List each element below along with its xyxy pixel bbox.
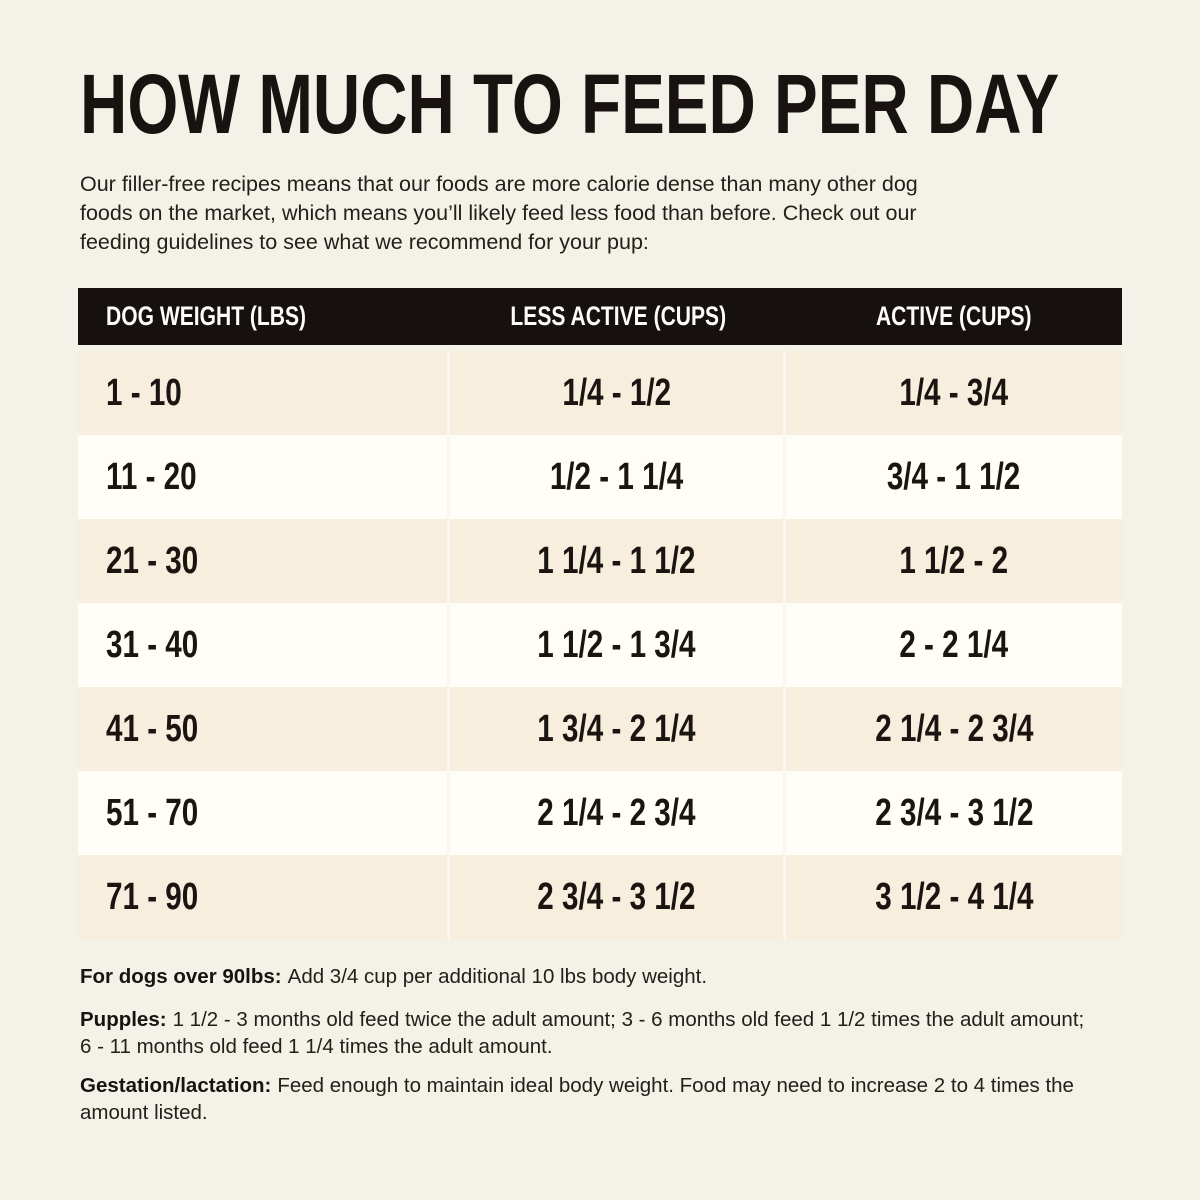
- cell-less-active: 1 3/4 - 2 1/4: [450, 687, 786, 771]
- table-row: 31 - 40 1 1/2 - 1 3/4 2 - 2 1/4: [78, 603, 1122, 687]
- cell-weight: 21 - 30: [78, 519, 450, 603]
- note-gestation-lactation: Gestation/lactation: Feed enough to maint…: [80, 1072, 1100, 1126]
- cell-active: 1 1/2 - 2: [899, 539, 1009, 582]
- table-row: 11 - 20 1/2 - 1 1/4 3/4 - 1 1/2: [78, 435, 1122, 519]
- cell-active: 2 1/4 - 2 3/4: [874, 707, 1034, 750]
- cell-less-active: 2 3/4 - 3 1/2: [450, 855, 786, 939]
- table-row: 71 - 90 2 3/4 - 3 1/2 3 1/2 - 4 1/4: [78, 855, 1122, 939]
- note-lead: Gestation/lactation:: [80, 1074, 272, 1097]
- table-row: 21 - 30 1 1/4 - 1 1/2 1 1/2 - 2: [78, 519, 1122, 603]
- cell-weight: 51 - 70: [78, 771, 450, 855]
- intro-paragraph: Our filler-free recipes means that our f…: [80, 170, 1100, 257]
- cell-less-active: 1/2 - 1 1/4: [450, 435, 786, 519]
- page-title-text: HOW MUCH TO FEED PER DAY: [80, 57, 1060, 151]
- feeding-guidelines-table: DOG WEIGHT (LBS) LESS ACTIVE (CUPS) ACTI…: [78, 288, 1122, 939]
- header-dog-weight: DOG WEIGHT (LBS): [78, 288, 451, 345]
- page-title: HOW MUCH TO FEED PER DAY: [80, 62, 1200, 146]
- cell-active: 3/4 - 1 1/2: [887, 455, 1021, 498]
- header-dog-weight-label: DOG WEIGHT (LBS): [106, 301, 307, 331]
- cell-less-active: 2 1/4 - 2 3/4: [450, 771, 786, 855]
- cell-weight: 31 - 40: [78, 603, 450, 687]
- note-lead: For dogs over 90lbs:: [80, 965, 282, 988]
- cell-weight: 1 - 10: [78, 351, 450, 435]
- cell-weight: 11 - 20: [78, 435, 450, 519]
- table-row: 41 - 50 1 3/4 - 2 1/4 2 1/4 - 2 3/4: [78, 687, 1122, 771]
- cell-less-active: 1 1/4 - 1 1/2: [450, 519, 786, 603]
- header-less-active-label: LESS ACTIVE (CUPS): [510, 301, 726, 331]
- cell-less-active: 1/4 - 1/2: [450, 351, 786, 435]
- note-text: Feed enough to maintain ideal body weigh…: [80, 1074, 1074, 1124]
- note-puppies: Pupples: 1 1/2 - 3 months old feed twice …: [80, 1006, 1100, 1060]
- cell-weight: 41 - 50: [78, 687, 450, 771]
- cell-active: 1/4 - 3/4: [899, 371, 1009, 414]
- cell-less-active: 1 1/2 - 1 3/4: [450, 603, 786, 687]
- cell-active: 3 1/2 - 4 1/4: [874, 875, 1034, 918]
- note-text: 1 1/2 - 3 months old feed twice the adul…: [80, 1008, 1085, 1058]
- table-row: 51 - 70 2 1/4 - 2 3/4 2 3/4 - 3 1/2: [78, 771, 1122, 855]
- note-lead: Pupples:: [80, 1008, 167, 1031]
- intro-line: foods on the market, which means you’ll …: [80, 201, 917, 225]
- cell-active: 2 3/4 - 3 1/2: [874, 791, 1034, 834]
- header-active: ACTIVE (CUPS): [785, 288, 1122, 345]
- table-row: 1 - 10 1/4 - 1/2 1/4 - 3/4: [78, 351, 1122, 435]
- intro-line: Our filler-free recipes means that our f…: [80, 172, 918, 196]
- table-header-row: DOG WEIGHT (LBS) LESS ACTIVE (CUPS) ACTI…: [78, 288, 1122, 345]
- note-text: Add 3/4 cup per additional 10 lbs body w…: [287, 965, 708, 988]
- cell-active: 2 - 2 1/4: [899, 623, 1009, 666]
- intro-line: feeding guidelines to see what we recomm…: [80, 230, 649, 254]
- note-dogs-over-90lbs: For dogs over 90lbs: Add 3/4 cup per addi…: [80, 963, 1100, 990]
- header-active-label: ACTIVE (CUPS): [875, 301, 1032, 331]
- cell-weight: 71 - 90: [78, 855, 450, 939]
- header-less-active: LESS ACTIVE (CUPS): [451, 288, 785, 345]
